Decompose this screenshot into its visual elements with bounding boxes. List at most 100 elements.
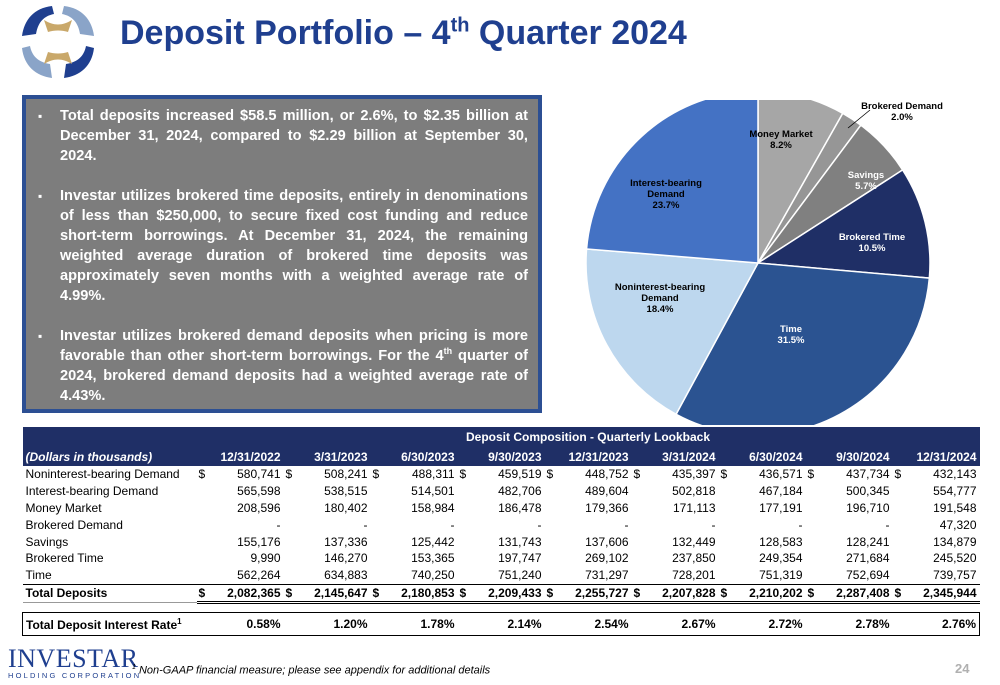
table-cell: 196,710 xyxy=(846,500,890,515)
table-header-row: (Dollars in thousands) 12/31/2022 3/31/202… xyxy=(22,447,980,466)
pie-slice-noninterest-bearing-demand xyxy=(585,248,760,416)
table-cell: 2.54% xyxy=(544,612,632,637)
column-header: 9/30/2023 xyxy=(457,447,545,466)
dollar-sign xyxy=(458,533,472,550)
table-cell: 2,082,365 xyxy=(210,583,284,605)
row-label: Brokered Demand xyxy=(25,517,123,532)
table-cell: 432,143 xyxy=(933,467,977,482)
pie-label: Time 31.5% xyxy=(778,324,805,346)
table-cell: 2,180,853 xyxy=(384,583,458,605)
table-cell: - xyxy=(276,517,281,532)
table-cell: 2,287,408 xyxy=(819,583,893,605)
logo-subtitle: HOLDING CORPORATION xyxy=(8,671,142,680)
dollar-sign xyxy=(893,483,907,500)
pie-slice-interest-bearing-demand xyxy=(585,100,759,264)
pie-slice-time xyxy=(675,262,931,425)
table-row: Brokered Time 9,990 146,270 153,365 197,747 2… xyxy=(23,550,980,567)
dollar-sign: $ xyxy=(894,467,902,482)
dollar-sign xyxy=(893,516,907,533)
bullet-text: Total deposits increased $58.5 million, … xyxy=(60,108,528,164)
logo-name: INVESTAR xyxy=(8,644,139,673)
dollar-sign: $ xyxy=(198,467,206,482)
row-label: Time xyxy=(25,568,52,583)
table-cell: 2,210,202 xyxy=(732,583,806,605)
dollar-sign xyxy=(458,500,472,517)
table-cell: - xyxy=(798,517,803,532)
bullet-square-icon: ▪ xyxy=(38,189,43,203)
spacer-row xyxy=(22,602,980,613)
pie-label: Brokered Time 10.5% xyxy=(839,232,905,254)
table-row: Brokered Demand - - - - - - - - 47,320 xyxy=(23,516,980,533)
total-row: Total Deposits $2,082,365 $2,145,647 $2,180… xyxy=(22,583,980,605)
table-cell: 514,501 xyxy=(411,484,455,499)
table-cell: 2,345,944 xyxy=(906,583,980,605)
dollar-sign xyxy=(371,567,385,584)
company-logo-icon xyxy=(22,6,94,78)
pie-label: Brokered Demand 2.0% xyxy=(861,101,943,123)
column-header: 12/31/2024 xyxy=(892,447,980,466)
table-cell: 128,583 xyxy=(759,534,803,549)
table-cell: 580,741 xyxy=(237,467,281,482)
dollar-sign: $ xyxy=(459,467,467,482)
dollar-sign xyxy=(806,567,820,584)
table-row: Interest-bearing Demand 565,598 538,515 514… xyxy=(23,483,980,500)
table-cell: 437,734 xyxy=(846,467,890,482)
table-cell: 237,850 xyxy=(672,551,716,566)
column-header: 6/30/2023 xyxy=(370,447,458,466)
dollar-sign: $ xyxy=(370,583,385,605)
dollar-sign xyxy=(893,567,907,584)
table-row: Money Market 208,596 180,402 158,984 186,478… xyxy=(23,500,980,517)
dollar-sign xyxy=(545,483,559,500)
dollar-sign: $ xyxy=(892,583,907,605)
dollar-sign xyxy=(545,533,559,550)
dollar-sign xyxy=(284,533,298,550)
bullet-text: Investar utilizes brokered time deposits… xyxy=(60,188,528,304)
bullet-square-icon: ▪ xyxy=(38,329,43,343)
table-cell: - xyxy=(363,517,368,532)
dollar-sign xyxy=(458,567,472,584)
row-label: Total Deposit Interest Rate1 xyxy=(22,612,197,637)
dollar-sign xyxy=(458,550,472,567)
dollar-sign xyxy=(284,500,298,517)
dollar-sign: $ xyxy=(546,467,554,482)
table-cell: - xyxy=(450,517,455,532)
table-cell: 565,598 xyxy=(237,484,281,499)
spacer xyxy=(22,602,980,613)
table-cell: 751,319 xyxy=(759,568,803,583)
dollar-sign xyxy=(719,500,733,517)
table-cell: 740,250 xyxy=(411,568,455,583)
table-cell: 502,818 xyxy=(672,484,716,499)
footer-logo: INVESTAR HOLDING CORPORATION xyxy=(8,644,142,681)
dollar-sign: $ xyxy=(457,583,472,605)
table-cell: 731,297 xyxy=(585,568,629,583)
dollar-sign xyxy=(632,533,646,550)
dollar-sign xyxy=(632,550,646,567)
dollar-sign xyxy=(197,533,211,550)
bullet-square-icon: ▪ xyxy=(38,109,43,123)
table-cell: 155,176 xyxy=(237,534,281,549)
dollar-sign: $ xyxy=(805,583,820,605)
table-cell: 751,240 xyxy=(498,568,542,583)
bullet-item: ▪ Investar utilizes brokered demand depo… xyxy=(38,326,528,406)
table-cell: 9,990 xyxy=(250,551,281,566)
bullet-item: ▪ Total deposits increased $58.5 million… xyxy=(38,106,528,166)
page-number: 24 xyxy=(955,661,970,676)
dollar-sign xyxy=(632,500,646,517)
table-cell: - xyxy=(537,517,542,532)
column-header: (Dollars in thousands) xyxy=(22,447,197,466)
dollar-sign xyxy=(284,550,298,567)
dollar-sign xyxy=(806,500,820,517)
table-cell: 128,241 xyxy=(846,534,890,549)
table-cell: 467,184 xyxy=(759,484,803,499)
table-cell: 269,102 xyxy=(585,551,629,566)
table-row: Savings 155,176 137,336 125,442 131,743 137,6… xyxy=(23,533,980,550)
dollar-sign: $ xyxy=(631,583,646,605)
table-cell: 752,694 xyxy=(846,568,890,583)
table-cell: - xyxy=(624,517,629,532)
table-cell: 436,571 xyxy=(759,467,803,482)
dollar-sign xyxy=(545,550,559,567)
table-cell: 134,879 xyxy=(933,534,977,549)
table-cell xyxy=(22,427,197,447)
table-cell: 153,365 xyxy=(411,551,455,566)
dollar-sign: $ xyxy=(807,467,815,482)
